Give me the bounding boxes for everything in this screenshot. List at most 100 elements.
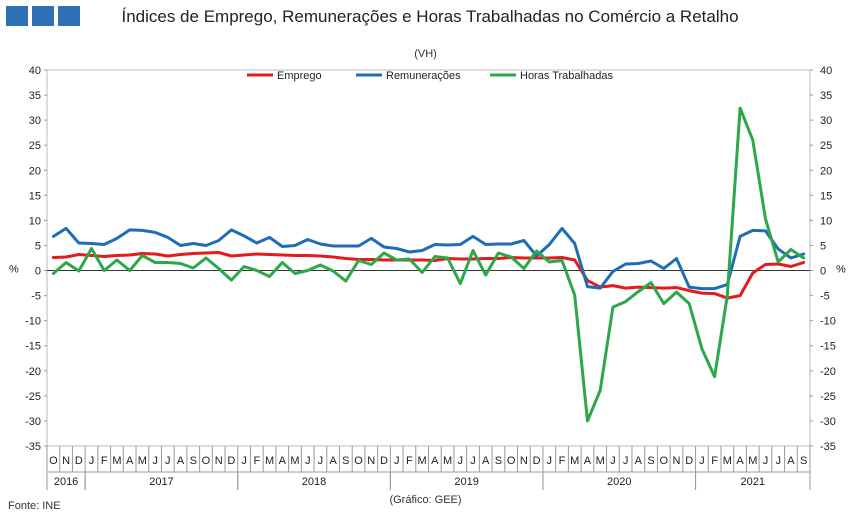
month-label: J — [763, 455, 769, 467]
y-tick-label-left: -5 — [31, 291, 41, 303]
month-label: M — [748, 455, 757, 467]
y-tick-label-right: 10 — [820, 215, 832, 227]
month-label: F — [253, 455, 260, 467]
year-label: 2019 — [454, 476, 478, 488]
ine-logo — [6, 6, 80, 26]
y-tick-label-right: 5 — [820, 240, 826, 252]
year-label: 2020 — [607, 476, 631, 488]
month-label: A — [126, 455, 134, 467]
plot-frame — [46, 69, 811, 447]
month-label: A — [635, 455, 643, 467]
month-label: M — [418, 455, 427, 467]
month-label: S — [495, 455, 502, 467]
y-axis-label-left: % — [9, 264, 19, 276]
y-tick-label-right: 20 — [820, 165, 832, 177]
logo-block — [58, 6, 80, 26]
logo-block — [32, 6, 54, 26]
y-tick-label-left: 35 — [29, 90, 41, 102]
month-label: A — [736, 455, 744, 467]
month-label: J — [394, 455, 400, 467]
month-label: S — [190, 455, 197, 467]
y-tick-label-right: -10 — [820, 316, 836, 328]
y-tick-label-left: 20 — [29, 165, 41, 177]
y-tick-label-left: 5 — [35, 240, 41, 252]
month-label: F — [711, 455, 718, 467]
month-label: N — [62, 455, 70, 467]
month-label: O — [659, 455, 668, 467]
y-tick-label-right: 25 — [820, 140, 832, 152]
month-label: N — [215, 455, 223, 467]
y-tick-label-left: -15 — [25, 341, 41, 353]
month-label: A — [584, 455, 592, 467]
y-tick-label-left: 40 — [29, 65, 41, 77]
y-tick-label-left: 15 — [29, 190, 41, 202]
month-label: D — [75, 455, 83, 467]
month-label: O — [49, 455, 58, 467]
month-label: O — [354, 455, 363, 467]
month-label: M — [290, 455, 299, 467]
month-label: J — [699, 455, 705, 467]
y-tick-label-left: -25 — [25, 391, 41, 403]
month-label: M — [596, 455, 605, 467]
year-label: 2021 — [741, 476, 765, 488]
month-label: M — [723, 455, 732, 467]
month-label: J — [470, 455, 476, 467]
y-tick-label-right: 40 — [820, 65, 832, 77]
year-label: 2018 — [302, 476, 326, 488]
y-tick-label-right: 30 — [820, 115, 832, 127]
chart-title: Índices de Emprego, Remunerações e Horas… — [121, 7, 739, 26]
month-label: J — [305, 455, 311, 467]
chart-source: Fonte: INE — [8, 500, 61, 512]
month-label: J — [318, 455, 324, 467]
y-tick-label-left: -30 — [25, 416, 41, 428]
month-label: O — [507, 455, 516, 467]
month-label: N — [672, 455, 680, 467]
month-label: O — [202, 455, 211, 467]
month-label: J — [241, 455, 247, 467]
y-tick-label-right: -35 — [820, 441, 836, 453]
month-label: D — [227, 455, 235, 467]
year-label: 2016 — [54, 476, 78, 488]
month-label: D — [685, 455, 693, 467]
month-label: S — [800, 455, 807, 467]
y-tick-label-left: 10 — [29, 215, 41, 227]
month-label: A — [177, 455, 185, 467]
year-label: 2017 — [149, 476, 173, 488]
month-label: S — [647, 455, 654, 467]
month-label: D — [380, 455, 388, 467]
y-tick-label-left: 0 — [35, 266, 41, 278]
month-label: J — [547, 455, 553, 467]
legend-label: Remunerações — [386, 70, 461, 82]
y-tick-label-left: -20 — [25, 366, 41, 378]
month-label: J — [775, 455, 781, 467]
y-tick-label-left: -35 — [25, 441, 41, 453]
logo-block — [6, 6, 28, 26]
month-label: J — [610, 455, 616, 467]
chart-credit: (Gráfico: GEE) — [389, 494, 462, 506]
month-label: J — [623, 455, 629, 467]
month-label: J — [458, 455, 464, 467]
y-tick-label-right: 35 — [820, 90, 832, 102]
month-label: M — [443, 455, 452, 467]
month-label: A — [787, 455, 795, 467]
y-tick-label-left: 30 — [29, 115, 41, 127]
y-tick-label-right: 0 — [820, 266, 826, 278]
month-label: N — [367, 455, 375, 467]
month-label: A — [329, 455, 337, 467]
y-tick-label-right: -20 — [820, 366, 836, 378]
month-label: A — [482, 455, 490, 467]
month-label: D — [533, 455, 541, 467]
month-label: M — [265, 455, 274, 467]
y-tick-label-right: -5 — [820, 291, 830, 303]
y-tick-label-left: -10 — [25, 316, 41, 328]
month-label: A — [279, 455, 287, 467]
series-line-emprego — [51, 251, 806, 300]
chart-subtitle: (VH) — [414, 48, 437, 60]
y-tick-label-right: -30 — [820, 416, 836, 428]
y-tick-label-right: -25 — [820, 391, 836, 403]
series-line-remuneracoes — [51, 226, 806, 291]
month-label: S — [342, 455, 349, 467]
month-label: F — [559, 455, 566, 467]
month-label: M — [138, 455, 147, 467]
month-label: M — [570, 455, 579, 467]
